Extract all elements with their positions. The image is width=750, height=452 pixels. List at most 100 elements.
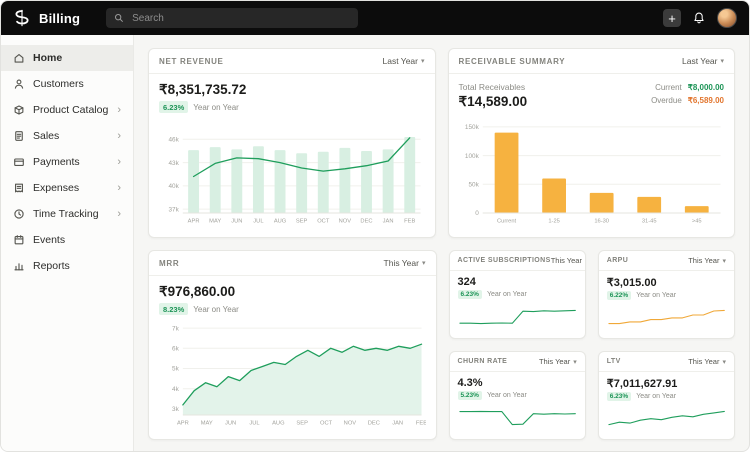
ltv-value: ₹7,011,627.91 bbox=[606, 378, 678, 390]
svg-text:JUL: JUL bbox=[253, 218, 264, 224]
svg-text:6k: 6k bbox=[172, 345, 180, 352]
svg-text:JUL: JUL bbox=[249, 420, 260, 426]
svg-text:JUN: JUN bbox=[225, 420, 236, 426]
churn-rate-title: CHURN RATE bbox=[457, 358, 508, 365]
svg-text:MAY: MAY bbox=[201, 420, 213, 426]
sidebar-item-sales[interactable]: Sales › bbox=[1, 123, 133, 149]
svg-text:DEC: DEC bbox=[360, 218, 372, 224]
svg-text:16-30: 16-30 bbox=[594, 218, 609, 224]
svg-text:40k: 40k bbox=[168, 183, 179, 190]
customers-icon bbox=[14, 79, 24, 89]
current-label: Current bbox=[655, 83, 682, 92]
sidebar-item-label: Home bbox=[33, 52, 63, 64]
svg-text:FEB: FEB bbox=[404, 218, 415, 224]
svg-text:31-45: 31-45 bbox=[641, 218, 656, 224]
svg-text:150k: 150k bbox=[464, 124, 479, 131]
notifications-button[interactable] bbox=[692, 11, 706, 25]
metrics-grid: ACTIVE SUBSCRIPTIONS This Year ▾ 324 6.2… bbox=[448, 250, 735, 440]
sales-icon bbox=[15, 131, 23, 141]
svg-text:5k: 5k bbox=[172, 366, 180, 373]
chevron-down-icon: ▾ bbox=[585, 257, 586, 265]
user-avatar[interactable] bbox=[717, 8, 737, 28]
net-revenue-caption: Year on Year bbox=[193, 102, 239, 112]
svg-text:MAY: MAY bbox=[209, 218, 221, 224]
svg-text:JUN: JUN bbox=[231, 218, 242, 224]
receivable-summary-title: RECEIVABLE SUMMARY bbox=[458, 56, 566, 66]
churn-rate-growth-badge: 5.23% bbox=[457, 391, 482, 400]
add-button[interactable]: + bbox=[663, 9, 681, 27]
churn-rate-card: CHURN RATE This Year ▾ 4.3% 5.23% Year o… bbox=[448, 351, 586, 440]
svg-text:4k: 4k bbox=[172, 386, 180, 393]
svg-text:Current: Current bbox=[496, 218, 516, 224]
mrr-chart: 7k 6k 5k 4k 3k APR MAY JUN JUL AUG SEP OCT NOV DEC JAN… bbox=[172, 325, 427, 426]
sidebar-item-label: Time Tracking bbox=[33, 208, 99, 220]
net-revenue-growth-badge: 6.23% bbox=[159, 101, 189, 113]
net-revenue-title: NET REVENUE bbox=[159, 56, 224, 66]
svg-text:JAN: JAN bbox=[383, 218, 394, 224]
svg-text:7k: 7k bbox=[172, 325, 180, 332]
active-subscriptions-sparkline bbox=[458, 309, 576, 325]
churn-rate-sparkline bbox=[458, 410, 576, 426]
svg-text:37k: 37k bbox=[168, 206, 179, 213]
chevron-down-icon: ▾ bbox=[421, 260, 426, 267]
mrr-growth-badge: 8.23% bbox=[159, 303, 189, 315]
period-label: Last Year bbox=[382, 56, 418, 66]
chevron-down-icon: ▾ bbox=[722, 257, 726, 265]
sidebar-item-reports[interactable]: Reports bbox=[1, 253, 133, 279]
dashboard: NET REVENUE Last Year ▾ ₹8,351,735.72 6.… bbox=[134, 35, 749, 451]
svg-text:SEP: SEP bbox=[296, 420, 308, 426]
net-revenue-chart: 46k 43k 40k 37k APR MAY JUN JUL AUG SEP OCT NOV DEC J… bbox=[168, 136, 421, 225]
period-label: This Year bbox=[538, 357, 571, 366]
sidebar-item-expenses[interactable]: Expenses › bbox=[1, 175, 133, 201]
sidebar-item-label: Customers bbox=[33, 78, 84, 90]
svg-text:DEC: DEC bbox=[368, 420, 380, 426]
ltv-period-dropdown[interactable]: This Year ▾ bbox=[688, 357, 726, 366]
active-subscriptions-card: ACTIVE SUBSCRIPTIONS This Year ▾ 324 6.2… bbox=[448, 250, 586, 339]
chevron-right-icon: › bbox=[117, 129, 121, 142]
period-label: Last Year bbox=[682, 56, 718, 66]
sidebar-item-events[interactable]: Events bbox=[1, 227, 133, 253]
sidebar-item-label: Reports bbox=[33, 260, 70, 272]
svg-text:100k: 100k bbox=[464, 153, 479, 160]
chevron-down-icon: ▾ bbox=[722, 358, 726, 366]
chevron-right-icon: › bbox=[117, 181, 121, 194]
svg-text:OCT: OCT bbox=[320, 420, 333, 426]
period-label: This Year bbox=[688, 256, 720, 265]
churn-rate-period-dropdown[interactable]: This Year ▾ bbox=[539, 357, 577, 366]
churn-rate-value: 4.3% bbox=[457, 377, 483, 389]
active-subscriptions-period-dropdown[interactable]: This Year ▾ bbox=[550, 256, 586, 265]
sidebar-item-home[interactable]: Home bbox=[1, 45, 133, 71]
active-subscriptions-value: 324 bbox=[457, 276, 476, 288]
mrr-title: MRR bbox=[159, 258, 180, 268]
overdue-amount: ₹6,589.00 bbox=[687, 95, 724, 105]
arpu-period-dropdown[interactable]: This Year ▾ bbox=[688, 256, 726, 265]
svg-text:AUG: AUG bbox=[274, 218, 287, 224]
payments-icon bbox=[14, 158, 24, 166]
period-label: This Year bbox=[550, 256, 582, 265]
chevron-right-icon: › bbox=[117, 207, 121, 220]
reports-icon bbox=[14, 263, 24, 271]
mrr-period-dropdown[interactable]: This Year ▾ bbox=[384, 258, 426, 268]
svg-text:0: 0 bbox=[475, 210, 479, 217]
receivable-period-dropdown[interactable]: Last Year ▾ bbox=[682, 56, 724, 66]
ltv-card: LTV This Year ▾ ₹7,011,627.91 6.23% Year… bbox=[597, 351, 735, 440]
sidebar-item-payments[interactable]: Payments › bbox=[1, 149, 133, 175]
time-tracking-icon bbox=[14, 209, 24, 219]
arpu-caption: Year on Year bbox=[636, 292, 677, 299]
receivable-summary-card: RECEIVABLE SUMMARY Last Year ▾ Total Rec… bbox=[447, 48, 735, 238]
bell-icon bbox=[694, 12, 704, 24]
churn-rate-caption: Year on Year bbox=[486, 392, 527, 399]
sidebar-item-time-tracking[interactable]: Time Tracking › bbox=[1, 201, 133, 227]
sidebar-item-label: Payments bbox=[33, 156, 80, 168]
arpu-sparkline bbox=[608, 309, 725, 325]
ltv-caption: Year on Year bbox=[636, 393, 677, 400]
svg-text:46k: 46k bbox=[168, 136, 179, 143]
sidebar-item-product-catalog[interactable]: Product Catalog › bbox=[1, 97, 133, 123]
search-input[interactable] bbox=[130, 11, 351, 25]
sidebar-item-customers[interactable]: Customers bbox=[1, 71, 133, 97]
search-box bbox=[106, 8, 359, 28]
svg-text:NOV: NOV bbox=[344, 420, 357, 426]
net-revenue-period-dropdown[interactable]: Last Year ▾ bbox=[383, 56, 425, 66]
sidebar-item-label: Events bbox=[33, 234, 66, 246]
